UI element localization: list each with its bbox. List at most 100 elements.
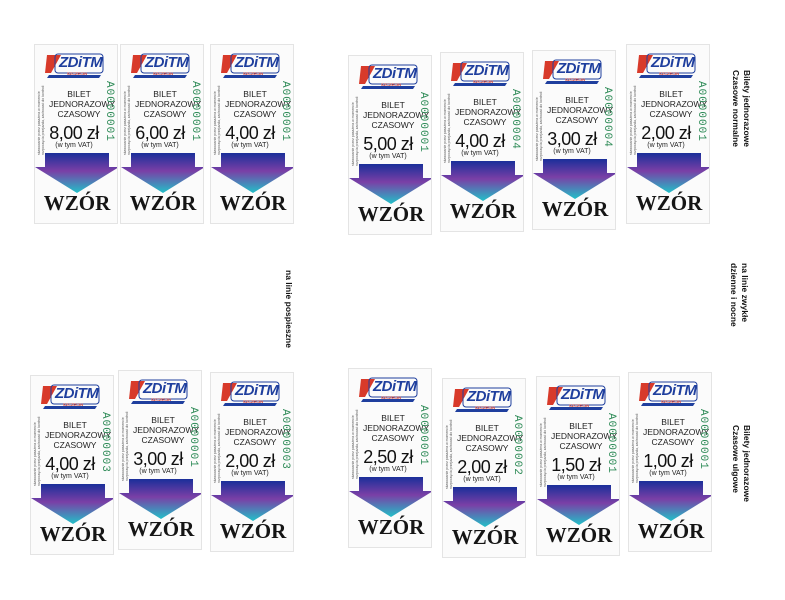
arrow-graphic	[121, 153, 203, 193]
label-express-lines: na linie pospieszne	[284, 270, 294, 348]
serial-number: A0000003	[279, 409, 291, 470]
specimen-watermark: WZÓR	[357, 202, 425, 226]
ticket-price: 3,00 zł	[133, 449, 183, 469]
ticket-title: BILET JEDNORAZOWY CZASOWY	[225, 89, 292, 119]
zditm-logo: ZDiTM SZCZECIN	[41, 384, 101, 410]
serial-number: A0000001	[103, 81, 115, 142]
ticket-price: 1,50 zł	[551, 455, 601, 475]
ticket-title: BILET JEDNORAZOWY CZASOWY	[49, 89, 116, 119]
vat-note: (w tym VAT)	[647, 142, 685, 149]
arrow-graphic	[35, 153, 117, 193]
vat-note: (w tym VAT)	[231, 142, 269, 149]
serial-number: A0000001	[417, 92, 429, 153]
ticket: ZDiTM SZCZECIN skasowanie przez pasażera w…	[348, 368, 432, 548]
vat-note: (w tym VAT)	[649, 470, 687, 477]
ticket: ZDiTM SZCZECIN skasowanie przez pasażera w…	[210, 44, 294, 224]
ticket-price: 4,00 zł	[225, 123, 275, 143]
specimen-watermark: WZÓR	[219, 519, 287, 543]
ticket-price: 4,00 zł	[45, 454, 95, 474]
ticket-title: BILET JEDNORAZOWY CZASOWY	[363, 413, 430, 443]
vat-note: (w tym VAT)	[463, 476, 501, 483]
specimen-watermark: WZÓR	[637, 519, 705, 543]
ticket-title: BILET JEDNORAZOWY CZASOWY	[135, 89, 202, 119]
specimen-watermark: WZÓR	[357, 515, 425, 539]
ticket-title: BILET JEDNORAZOWY CZASOWY	[457, 423, 524, 453]
ticket: ZDiTM SZCZECIN skasowanie przez pasażera w…	[626, 44, 710, 224]
specimen-watermark: WZÓR	[449, 199, 517, 223]
ticket-price: 8,00 zł	[49, 123, 99, 143]
serial-number: A0000001	[189, 81, 201, 142]
specimen-watermark: WZÓR	[39, 522, 107, 546]
zditm-logo: ZDiTM SZCZECIN	[639, 381, 699, 407]
ticket-price: 2,00 zł	[641, 123, 691, 143]
serial-number: A0000004	[601, 87, 613, 148]
arrow-graphic	[211, 153, 293, 193]
ticket-title: BILET JEDNORAZOWY CZASOWY	[133, 415, 200, 445]
serial-number: A0000002	[511, 415, 523, 476]
serial-number: A0000001	[605, 413, 617, 474]
vat-note: (w tym VAT)	[51, 473, 89, 480]
arrow-graphic	[349, 477, 431, 517]
arrow-graphic	[119, 479, 201, 519]
arrow-graphic	[441, 161, 523, 201]
ticket: ZDiTM SZCZECIN skasowanie przez pasażera w…	[348, 55, 432, 235]
ticket: ZDiTM SZCZECIN skasowanie przez pasażera w…	[440, 52, 524, 232]
zditm-logo: ZDiTM SZCZECIN	[453, 387, 513, 413]
ticket: ZDiTM SZCZECIN skasowanie przez pasażera w…	[210, 372, 294, 552]
zditm-logo: ZDiTM SZCZECIN	[547, 385, 607, 411]
ticket-title: BILET JEDNORAZOWY CZASOWY	[641, 89, 708, 119]
arrow-graphic	[627, 153, 709, 193]
specimen-watermark: WZÓR	[43, 191, 111, 215]
ticket-title: BILET JEDNORAZOWY CZASOWY	[225, 417, 292, 447]
serial-number: A0000003	[99, 412, 111, 473]
ticket-price: 2,00 zł	[225, 451, 275, 471]
ticket-price: 6,00 zł	[135, 123, 185, 143]
arrow-graphic	[211, 481, 293, 521]
vat-note: (w tym VAT)	[55, 142, 93, 149]
label-regular-lines: na linie zwykłe dzienne i nocne	[729, 263, 750, 327]
ticket: ZDiTM SZCZECIN skasowanie przez pasażera w…	[628, 372, 712, 552]
specimen-watermark: WZÓR	[219, 191, 287, 215]
specimen-watermark: WZÓR	[129, 191, 197, 215]
vat-note: (w tym VAT)	[553, 148, 591, 155]
serial-number: A0000001	[279, 81, 291, 142]
zditm-logo: ZDiTM SZCZECIN	[45, 53, 105, 79]
serial-number: A0000001	[187, 407, 199, 468]
arrow-graphic	[537, 485, 619, 525]
specimen-watermark: WZÓR	[451, 525, 519, 549]
specimen-watermark: WZÓR	[127, 517, 195, 541]
specimen-watermark: WZÓR	[635, 191, 703, 215]
zditm-logo: ZDiTM SZCZECIN	[221, 381, 281, 407]
zditm-logo: ZDiTM SZCZECIN	[359, 64, 419, 90]
arrow-graphic	[349, 164, 431, 204]
ticket-price: 1,00 zł	[643, 451, 693, 471]
arrow-graphic	[533, 159, 615, 199]
vat-note: (w tym VAT)	[557, 474, 595, 481]
ticket-price: 4,00 zł	[455, 131, 505, 151]
ticket: ZDiTM SZCZECIN skasowanie przez pasażera w…	[442, 378, 526, 558]
ticket: ZDiTM SZCZECIN skasowanie przez pasażera w…	[30, 375, 114, 555]
zditm-logo: ZDiTM SZCZECIN	[129, 379, 189, 405]
vat-note: (w tym VAT)	[139, 468, 177, 475]
vat-note: (w tym VAT)	[369, 466, 407, 473]
ticket-title: BILET JEDNORAZOWY CZASOWY	[551, 421, 618, 451]
zditm-logo: ZDiTM SZCZECIN	[637, 53, 697, 79]
ticket: ZDiTM SZCZECIN skasowanie przez pasażera w…	[34, 44, 118, 224]
specimen-watermark: WZÓR	[541, 197, 609, 221]
zditm-logo: ZDiTM SZCZECIN	[221, 53, 281, 79]
zditm-logo: ZDiTM SZCZECIN	[359, 377, 419, 403]
arrow-graphic	[629, 481, 711, 521]
ticket-title: BILET JEDNORAZOWY CZASOWY	[363, 100, 430, 130]
ticket-title: BILET JEDNORAZOWY CZASOWY	[45, 420, 112, 450]
zditm-logo: ZDiTM SZCZECIN	[131, 53, 191, 79]
ticket: ZDiTM SZCZECIN skasowanie przez pasażera w…	[120, 44, 204, 224]
specimen-watermark: WZÓR	[545, 523, 613, 547]
serial-number: A0000001	[417, 405, 429, 466]
zditm-logo: ZDiTM SZCZECIN	[543, 59, 603, 85]
ticket-title: BILET JEDNORAZOWY CZASOWY	[643, 417, 710, 447]
label-reduced-tickets: Bilety jednorazowe Czasowe ulgowe	[731, 425, 752, 502]
ticket: ZDiTM SZCZECIN skasowanie przez pasażera w…	[536, 376, 620, 556]
ticket: ZDiTM SZCZECIN skasowanie przez pasażera w…	[118, 370, 202, 550]
serial-number: A0000004	[509, 89, 521, 150]
ticket-price: 2,50 zł	[363, 447, 413, 467]
